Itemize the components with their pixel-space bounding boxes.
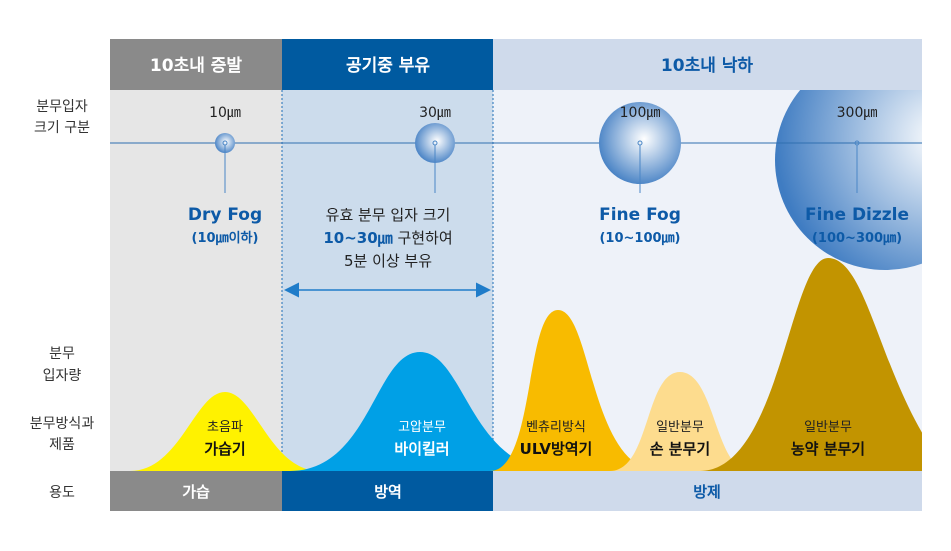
droplet-100um [599,102,681,184]
header-evaporate-label: 10초내 증발 [150,56,242,76]
row-label-size-1: 분무입자 [36,99,88,115]
use-pest-control [493,471,922,511]
header-evaporate [110,39,282,90]
row-label-use: 용도 [49,485,75,501]
row-label-size-2: 크기 구분 [34,120,90,136]
note-line1: 유효 분무 입자 크기 [326,206,451,224]
note-highlight: 10~30㎛ [323,229,392,248]
product-method-4: 일반분무 [656,420,704,435]
size-label-30: 30㎛ [419,105,451,121]
droplet-30um [415,123,455,163]
use-pest-control-label: 방제 [693,483,721,501]
product-name-2: 바이킬러 [394,440,449,458]
curve-high-pressure [290,352,560,471]
droplet-300um [775,90,922,270]
note-line2: 10~30㎛ 구현하여 [323,229,452,248]
header-float [282,39,493,90]
curve-agri-sprayer [700,258,922,471]
curve-humidifier [130,392,320,471]
curve-ulv [490,310,660,471]
row-label-amount-2: 입자량 [43,368,82,384]
header-fall [493,39,922,90]
fine-fog-title: Fine Fog [599,205,681,225]
dry-fog-range: (10㎛이하) [192,230,259,246]
size-label-300: 300㎛ [837,105,878,121]
header-fall-label: 10초내 낙하 [661,56,753,76]
product-method-1: 초음파 [207,420,243,435]
product-method-3: 벤츄리방식 [526,420,586,435]
use-humidify-label: 가습 [182,483,210,501]
note-rest: 구현하여 [393,229,453,247]
product-name-5: 농약 분무기 [791,440,865,458]
zone-evaporate-bg [110,90,282,471]
row-label-method-2: 제품 [49,437,75,453]
use-quarantine-label: 방역 [374,483,402,501]
product-name-4: 손 분무기 [650,440,710,458]
fine-dizzle-title: Fine Dizzle [805,205,909,225]
product-method-2: 고압분무 [398,420,446,435]
header-float-label: 공기중 부유 [346,56,430,76]
droplet-10um [215,133,235,153]
row-label-method-1: 분무방식과 [30,416,95,432]
note-line3: 5분 이상 부유 [344,252,432,270]
row-label-amount-1: 분무 [49,346,75,362]
size-label-100: 100㎛ [620,105,661,121]
fine-dizzle-range: (100~300㎛) [812,231,902,246]
dry-fog-title: Dry Fog [188,205,262,225]
product-name-1: 가습기 [204,440,245,458]
use-quarantine [282,471,493,511]
use-humidify [110,471,282,511]
size-label-10: 10㎛ [209,105,241,121]
product-method-5: 일반분무 [804,420,852,435]
fine-fog-range: (10~100㎛) [599,231,680,246]
product-name-3: ULV방역기 [520,440,593,458]
curve-hand-sprayer [610,372,750,471]
